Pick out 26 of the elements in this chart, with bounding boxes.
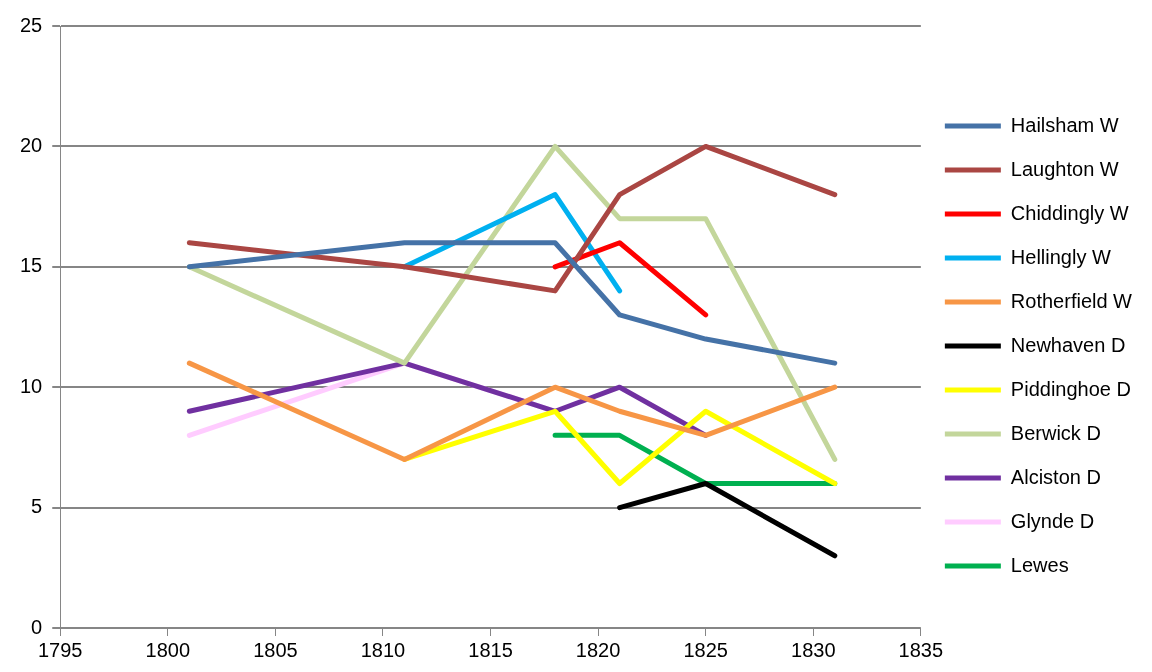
legend-label: Chiddingly W: [1010, 201, 1129, 224]
y-tick-label: 10: [20, 374, 43, 397]
legend-label: Alciston D: [1010, 465, 1101, 488]
legend-label: Glynde D: [1010, 509, 1095, 532]
y-tick-label: 25: [20, 13, 43, 36]
legend-label: Rotherfield W: [1010, 289, 1133, 312]
legend-label: Hailsham W: [1010, 113, 1119, 136]
x-tick-label: 1810: [360, 638, 406, 661]
legend-label: Berwick D: [1010, 421, 1101, 444]
y-tick-label: 20: [20, 133, 43, 156]
legend-label: Lewes: [1010, 553, 1069, 576]
y-tick-label: 5: [31, 495, 43, 518]
x-tick-label: 1835: [898, 638, 944, 661]
x-tick-label: 1815: [468, 638, 513, 661]
x-tick-label: 1825: [683, 638, 728, 661]
x-tick-label: 1800: [145, 638, 191, 661]
legend-label: Piddinghoe D: [1010, 377, 1131, 400]
x-tick-label: 1830: [791, 638, 836, 661]
x-tick-label: 1805: [253, 638, 298, 661]
legend-label: Hellingly W: [1010, 245, 1111, 268]
y-tick-label: 15: [20, 254, 43, 277]
legend-label: Newhaven D: [1010, 333, 1126, 356]
legend-label: Laughton W: [1010, 157, 1119, 180]
y-tick-label: 0: [31, 615, 43, 638]
x-tick-label: 1820: [575, 638, 621, 661]
x-tick-label: 1795: [38, 638, 83, 661]
